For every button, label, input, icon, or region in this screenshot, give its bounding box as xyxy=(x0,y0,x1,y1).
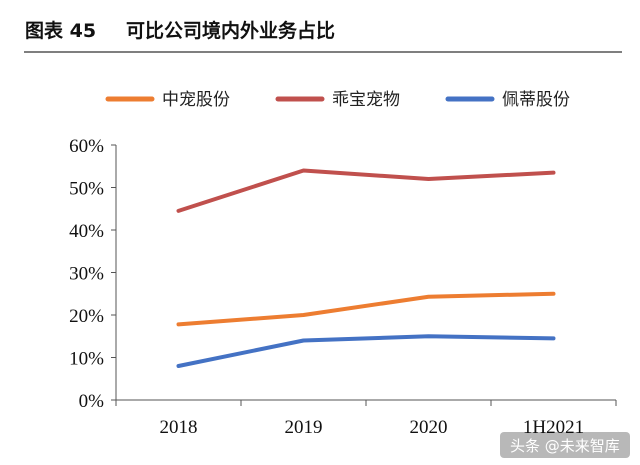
data-point xyxy=(302,339,305,342)
y-axis-ticks: 0% 10% 20% 30% 40% 50% 60% xyxy=(69,136,116,412)
y-tick-label: 60% xyxy=(69,136,104,157)
x-tick-label: 2019 xyxy=(285,417,323,438)
series-line-2 xyxy=(176,168,556,213)
data-point xyxy=(177,364,180,368)
x-tick-label: 2018 xyxy=(160,417,198,438)
y-tick-label: 50% xyxy=(69,179,104,200)
x-axis-ticks: 2018 2019 2020 1H2021 xyxy=(115,400,617,438)
x-tick-label: 2020 xyxy=(410,417,448,438)
legend: 中宠股份 乖宝宠物 佩蒂股份 xyxy=(105,90,570,110)
data-point xyxy=(302,169,305,172)
data-point xyxy=(552,336,555,340)
data-point xyxy=(427,334,430,338)
x-tick-label: 1H2021 xyxy=(523,417,584,438)
data-point xyxy=(177,322,180,326)
series-line-3 xyxy=(176,334,556,368)
y-tick-label: 30% xyxy=(69,264,104,285)
y-tick-label: 20% xyxy=(69,306,104,327)
watermark-text: 头条 @未来智库 xyxy=(510,437,620,455)
data-point xyxy=(427,295,430,299)
y-tick-label: 0% xyxy=(79,391,105,412)
chart-title-block: 图表 45 可比公司境内外业务占比 xyxy=(24,19,622,53)
data-point xyxy=(302,313,305,317)
watermark-background xyxy=(500,432,630,458)
y-tick-label: 40% xyxy=(69,221,104,242)
data-point xyxy=(552,171,555,175)
legend-label: 佩蒂股份 xyxy=(502,90,570,110)
series-layer xyxy=(176,168,556,368)
y-tick-label: 10% xyxy=(69,349,104,370)
data-point xyxy=(427,177,430,181)
chart-title: 可比公司境内外业务占比 xyxy=(126,19,335,42)
series-line-1 xyxy=(176,291,556,327)
data-point xyxy=(552,292,555,296)
legend-label: 乖宝宠物 xyxy=(332,90,400,110)
legend-label: 中宠股份 xyxy=(162,90,230,110)
data-point xyxy=(177,209,180,213)
watermark: 头条 @未来智库 xyxy=(500,432,630,458)
figure-label: 图表 45 xyxy=(25,19,96,42)
